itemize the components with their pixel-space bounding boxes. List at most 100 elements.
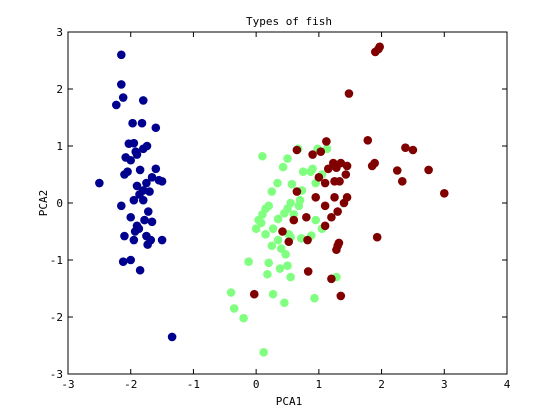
data-point xyxy=(311,215,321,225)
data-point xyxy=(278,162,288,172)
x-tick-label: -3 xyxy=(61,378,74,391)
data-point xyxy=(143,240,152,249)
data-point xyxy=(370,158,379,168)
x-axis-label: PCA1 xyxy=(276,395,303,408)
data-point xyxy=(120,170,129,179)
data-point xyxy=(292,145,302,155)
data-point xyxy=(229,304,239,313)
data-point xyxy=(143,207,153,216)
data-point xyxy=(273,235,283,245)
data-point xyxy=(335,177,344,186)
data-point xyxy=(310,293,319,303)
data-point xyxy=(151,123,161,133)
data-point xyxy=(258,151,267,161)
data-point xyxy=(320,201,330,211)
data-point xyxy=(278,227,287,236)
data-point xyxy=(132,181,142,191)
data-point xyxy=(341,170,351,179)
data-point xyxy=(249,289,259,299)
data-point xyxy=(268,224,278,233)
data-point xyxy=(132,150,142,159)
data-point xyxy=(316,147,326,156)
data-point xyxy=(273,178,282,188)
data-point xyxy=(292,187,302,196)
x-tick-label: -1 xyxy=(187,378,200,391)
data-point xyxy=(408,145,418,155)
data-point xyxy=(363,136,373,145)
data-point xyxy=(151,164,161,174)
data-point xyxy=(392,166,402,175)
x-tick-label: 0 xyxy=(253,378,260,391)
chart-title: Types of fish xyxy=(246,15,332,28)
data-point xyxy=(283,261,292,271)
x-tick-label: -2 xyxy=(124,378,137,391)
data-point xyxy=(267,241,277,251)
y-tick-label: 3 xyxy=(56,26,63,39)
data-point xyxy=(147,217,157,227)
series-1 xyxy=(95,50,177,342)
data-point xyxy=(145,187,154,196)
data-point xyxy=(140,215,149,225)
data-point xyxy=(120,231,129,241)
data-point xyxy=(323,164,333,174)
points-layer xyxy=(95,42,449,357)
series-3 xyxy=(249,42,449,301)
data-point xyxy=(342,193,352,202)
data-point xyxy=(439,189,449,198)
data-point xyxy=(424,165,433,175)
data-point xyxy=(327,212,336,222)
data-point xyxy=(256,218,266,228)
data-point xyxy=(111,100,121,110)
data-point xyxy=(344,89,354,98)
y-axis-label: PCA2 xyxy=(37,190,50,217)
data-point xyxy=(372,232,382,242)
y-tick-label: -3 xyxy=(50,368,63,381)
data-point xyxy=(371,47,380,57)
data-point xyxy=(289,215,299,225)
x-tick-label: 1 xyxy=(316,378,323,391)
data-point xyxy=(147,173,157,182)
data-point xyxy=(333,241,342,251)
data-point xyxy=(280,208,289,218)
data-point xyxy=(311,193,321,202)
data-point xyxy=(118,93,128,102)
data-point xyxy=(135,265,145,275)
data-point xyxy=(280,298,289,308)
data-point xyxy=(138,96,148,105)
data-point xyxy=(129,138,139,148)
x-tick-label: 3 xyxy=(441,378,448,391)
data-point xyxy=(129,195,139,205)
data-point xyxy=(137,118,147,128)
data-point xyxy=(322,137,331,146)
y-tick-label: 1 xyxy=(56,140,63,153)
data-point xyxy=(275,264,285,273)
data-point xyxy=(268,289,278,299)
data-point xyxy=(401,143,410,153)
data-point xyxy=(118,257,128,267)
data-point xyxy=(126,155,136,165)
data-point xyxy=(157,235,167,245)
data-point xyxy=(283,154,292,163)
data-point xyxy=(286,272,295,282)
data-point xyxy=(281,250,290,259)
y-tick-label: -1 xyxy=(50,254,63,267)
data-point xyxy=(134,224,144,233)
data-point xyxy=(330,193,339,202)
data-point xyxy=(327,274,336,284)
data-point xyxy=(157,177,167,186)
y-tick-label: 2 xyxy=(56,83,63,96)
data-point xyxy=(294,201,304,211)
data-point xyxy=(261,204,270,213)
data-point xyxy=(138,195,148,205)
data-point xyxy=(142,178,151,188)
data-point xyxy=(167,332,177,342)
x-tick-label: 2 xyxy=(378,378,385,391)
data-point xyxy=(117,201,126,211)
data-point xyxy=(298,167,308,176)
data-point xyxy=(142,141,152,151)
data-point xyxy=(117,50,126,60)
data-point xyxy=(336,291,346,301)
data-point xyxy=(95,178,104,188)
